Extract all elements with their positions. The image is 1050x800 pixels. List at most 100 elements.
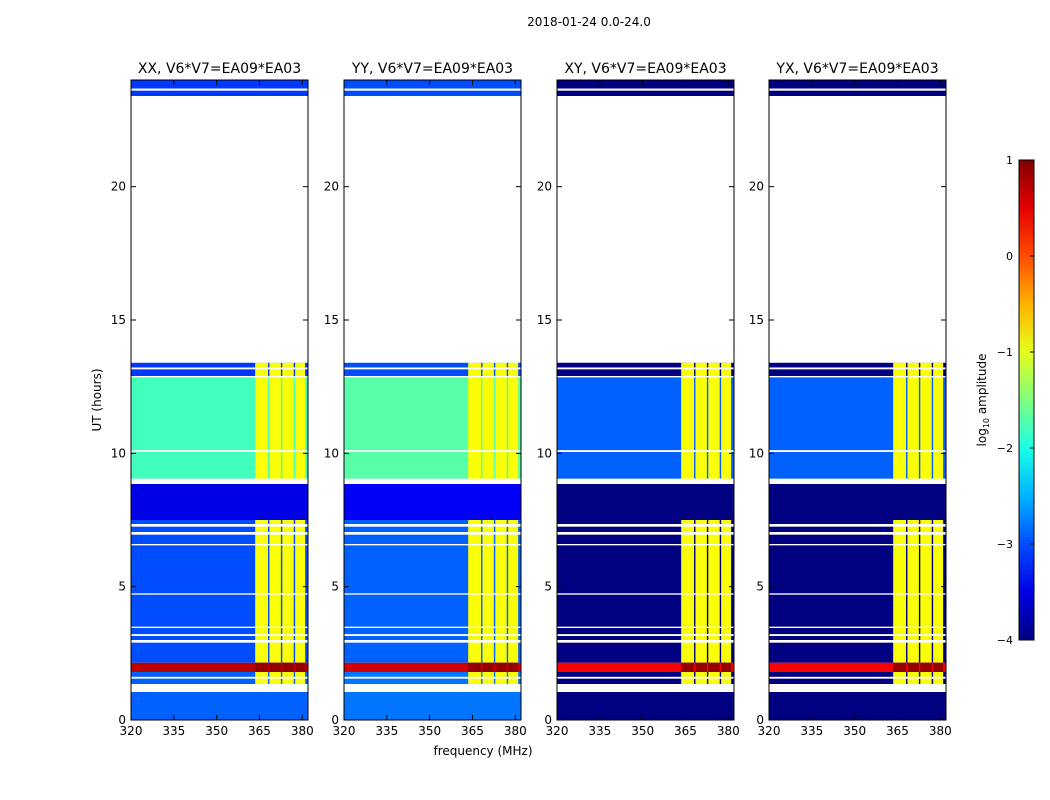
- heatmap-area: [557, 80, 734, 720]
- colorbar-label: log10 amplitude: [975, 354, 991, 447]
- data-gap: [557, 96, 734, 363]
- signal-band: [468, 376, 482, 483]
- signal-band: [495, 520, 507, 663]
- signal-band-peak: [721, 662, 732, 672]
- signal-band: [920, 672, 932, 688]
- signal-band: [482, 672, 494, 688]
- x-tick-label: 350: [631, 724, 654, 738]
- y-tick-label: 15: [537, 313, 552, 327]
- time-segment: [131, 376, 308, 483]
- data-gap: [131, 376, 308, 378]
- y-tick-label: 20: [537, 180, 552, 194]
- signal-band: [893, 376, 907, 483]
- time-segment: [557, 80, 734, 96]
- data-gap: [557, 684, 734, 692]
- data-gap: [131, 96, 308, 363]
- data-gap: [344, 544, 521, 546]
- y-tick-label: 15: [111, 313, 126, 327]
- data-gap: [131, 478, 308, 484]
- data-gap: [557, 640, 734, 643]
- data-gap: [131, 88, 308, 91]
- data-gap: [131, 593, 308, 595]
- signal-band: [907, 376, 919, 483]
- data-gap: [557, 524, 734, 527]
- y-tick-label: 0: [118, 713, 126, 727]
- time-segment: [557, 662, 734, 672]
- panel-title: XX, V6*V7=EA09*EA03: [138, 61, 301, 77]
- signal-band: [255, 376, 269, 483]
- data-gap: [557, 626, 734, 628]
- time-segment: [131, 662, 308, 672]
- y-tick-label: 10: [749, 446, 764, 460]
- data-gap: [557, 634, 734, 636]
- data-gap: [557, 593, 734, 595]
- signal-band: [495, 672, 507, 688]
- data-gap: [557, 532, 734, 535]
- signal-band: [920, 376, 932, 483]
- data-gap: [344, 593, 521, 595]
- data-gap: [557, 450, 734, 452]
- data-gap: [557, 376, 734, 378]
- y-tick-label: 15: [324, 313, 339, 327]
- y-tick-label: 20: [324, 180, 339, 194]
- signal-band: [269, 376, 281, 483]
- x-tick-label: 365: [886, 724, 909, 738]
- signal-band-peak: [508, 662, 519, 672]
- signal-band: [482, 376, 494, 483]
- colorbar-tick-label: −3: [997, 538, 1013, 551]
- signal-band: [933, 520, 944, 663]
- data-gap: [769, 88, 946, 91]
- signal-band: [708, 672, 720, 688]
- data-gap: [131, 450, 308, 452]
- panel-2: YY, V6*V7=EA09*EA03 320 335 350 365 380 0 5 10 15…: [324, 61, 527, 738]
- time-segment: [344, 376, 521, 483]
- signal-band-peak: [695, 662, 707, 672]
- time-segment: [131, 482, 308, 520]
- time-segment: [344, 672, 521, 720]
- signal-band: [681, 376, 695, 483]
- y-tick-label: 5: [331, 580, 339, 594]
- time-segment: [557, 672, 734, 720]
- signal-band: [269, 672, 281, 688]
- signal-band-peak: [468, 662, 482, 672]
- signal-band: [508, 520, 519, 663]
- data-gap: [344, 626, 521, 628]
- time-segment: [557, 376, 734, 483]
- signal-band: [933, 376, 944, 483]
- signal-band: [907, 672, 919, 688]
- time-segment: [131, 672, 308, 720]
- data-gap: [344, 450, 521, 452]
- panel-frame: [556, 79, 735, 721]
- data-gap: [344, 676, 521, 679]
- data-gap: [769, 676, 946, 679]
- signal-band: [295, 376, 306, 483]
- signal-band: [269, 520, 281, 663]
- x-tick-label: 335: [800, 724, 823, 738]
- x-tick-label: 335: [375, 724, 398, 738]
- signal-band: [295, 672, 306, 688]
- signal-band: [695, 376, 707, 483]
- data-gap: [769, 593, 946, 595]
- signal-band: [933, 672, 944, 688]
- data-gap: [344, 367, 521, 370]
- panels-group: XX, V6*V7=EA09*EA03 320 335 350 365 380 0 5 10 15…: [111, 61, 952, 738]
- time-segment: [344, 482, 521, 520]
- x-tick-label: 335: [588, 724, 611, 738]
- panel-1: XX, V6*V7=EA09*EA03 320 335 350 365 380 0 5 10 15…: [111, 61, 314, 738]
- data-gap: [131, 532, 308, 535]
- data-gap: [131, 544, 308, 546]
- data-gap: [131, 676, 308, 679]
- data-gap: [131, 626, 308, 628]
- colorbar-tick-label: 1: [1006, 154, 1013, 167]
- data-gap: [769, 96, 946, 363]
- time-segment: [769, 672, 946, 720]
- colorbar-tick-label: −4: [997, 634, 1013, 647]
- heatmap-area: [344, 80, 521, 720]
- signal-band-peak: [893, 662, 907, 672]
- time-segment: [557, 482, 734, 520]
- signal-band-peak: [681, 662, 695, 672]
- panel-frame: [768, 79, 947, 721]
- x-tick-label: 350: [418, 724, 441, 738]
- colorbar-tick-label: −2: [997, 442, 1013, 455]
- panel-title: YY, V6*V7=EA09*EA03: [351, 61, 513, 77]
